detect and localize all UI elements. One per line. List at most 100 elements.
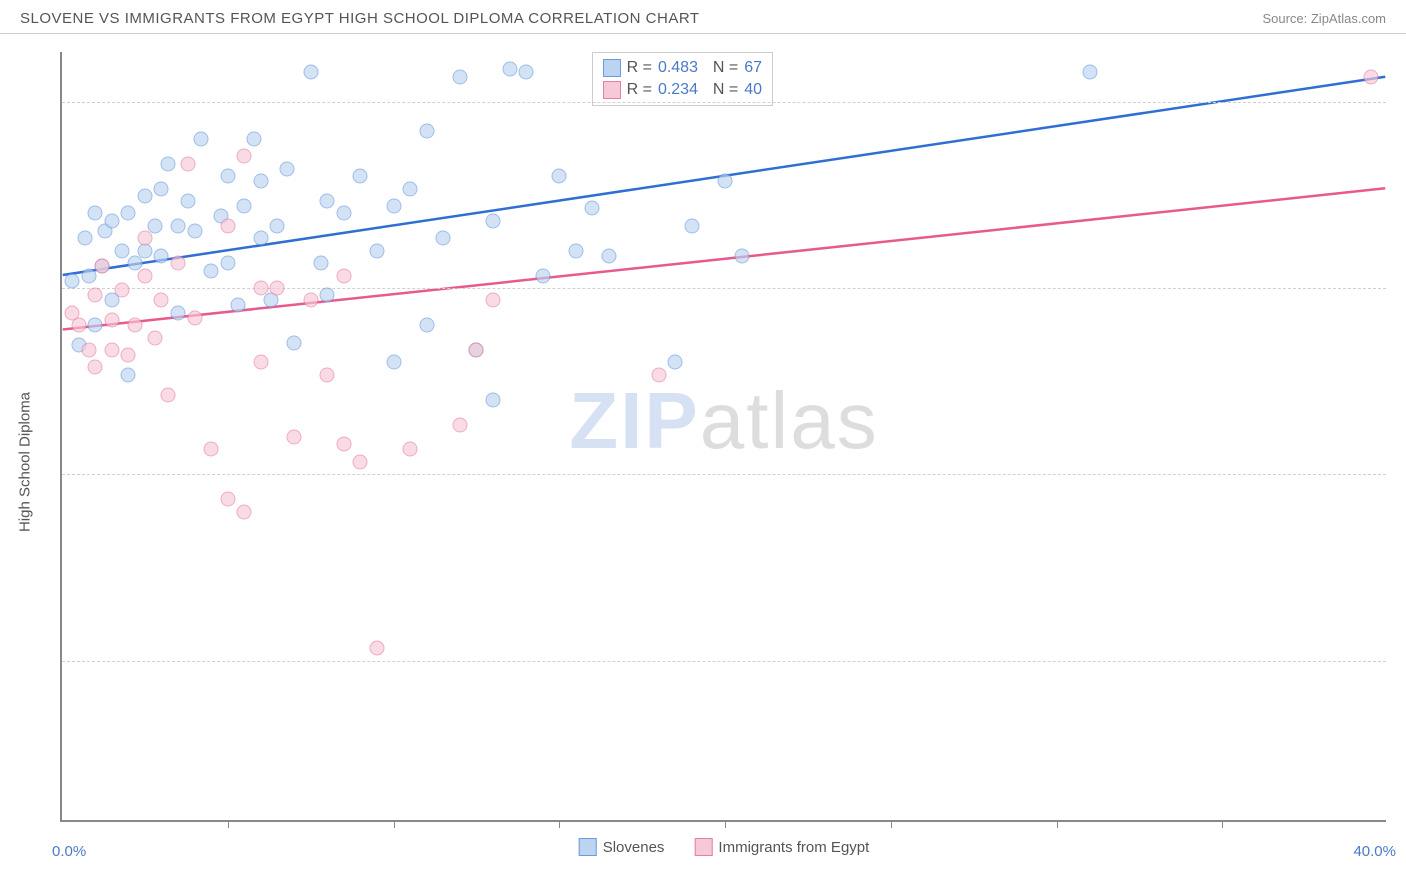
stats-row-slovenes: R = 0.483 N = 67 — [603, 57, 762, 79]
data-point — [280, 161, 295, 176]
data-point — [651, 367, 666, 382]
data-point — [320, 194, 335, 209]
x-tick-mark — [559, 820, 560, 828]
y-axis-label: High School Diploma — [17, 391, 34, 531]
data-point — [336, 206, 351, 221]
data-point — [237, 149, 252, 164]
data-point — [127, 318, 142, 333]
data-point — [485, 213, 500, 228]
r-value-egypt: 0.234 — [658, 81, 698, 99]
data-point — [71, 318, 86, 333]
data-point — [104, 343, 119, 358]
data-point — [220, 492, 235, 507]
data-point — [1082, 64, 1097, 79]
data-point — [369, 641, 384, 656]
data-point — [303, 64, 318, 79]
gridline — [62, 102, 1386, 103]
chart-title: SLOVENE VS IMMIGRANTS FROM EGYPT HIGH SC… — [20, 10, 700, 27]
data-point — [519, 64, 534, 79]
data-point — [88, 206, 103, 221]
swatch-slovenes — [603, 59, 621, 77]
data-point — [253, 231, 268, 246]
data-point — [81, 343, 96, 358]
data-point — [180, 156, 195, 171]
data-point — [187, 223, 202, 238]
legend-item-slovenes: Slovenes — [579, 838, 665, 856]
data-point — [436, 231, 451, 246]
data-point — [303, 293, 318, 308]
data-point — [161, 387, 176, 402]
data-point — [718, 174, 733, 189]
data-point — [1364, 69, 1379, 84]
data-point — [452, 417, 467, 432]
data-point — [684, 218, 699, 233]
legend-item-egypt: Immigrants from Egypt — [694, 838, 869, 856]
legend-label-egypt: Immigrants from Egypt — [718, 839, 869, 856]
data-point — [313, 256, 328, 271]
data-point — [114, 243, 129, 258]
data-point — [270, 218, 285, 233]
data-point — [88, 360, 103, 375]
chart-header: SLOVENE VS IMMIGRANTS FROM EGYPT HIGH SC… — [0, 0, 1406, 34]
data-point — [121, 206, 136, 221]
data-point — [403, 181, 418, 196]
plot-region: ZIPatlas R = 0.483 N = 67 R = 0.234 N = … — [60, 52, 1386, 822]
gridline — [62, 474, 1386, 475]
data-point — [502, 62, 517, 77]
data-point — [485, 392, 500, 407]
data-point — [369, 243, 384, 258]
data-point — [64, 273, 79, 288]
data-point — [121, 348, 136, 363]
data-point — [320, 367, 335, 382]
data-point — [668, 355, 683, 370]
data-point — [154, 248, 169, 263]
x-start-label: 0.0% — [52, 843, 86, 860]
data-point — [88, 288, 103, 303]
data-point — [353, 454, 368, 469]
data-point — [336, 437, 351, 452]
data-point — [78, 231, 93, 246]
data-point — [171, 256, 186, 271]
data-point — [121, 367, 136, 382]
data-point — [147, 218, 162, 233]
data-point — [287, 430, 302, 445]
data-point — [419, 318, 434, 333]
data-point — [287, 335, 302, 350]
legend-swatch-egypt — [694, 838, 712, 856]
data-point — [568, 243, 583, 258]
data-point — [180, 194, 195, 209]
data-point — [114, 283, 129, 298]
data-point — [237, 199, 252, 214]
gridline — [62, 661, 1386, 662]
data-point — [601, 248, 616, 263]
data-point — [137, 268, 152, 283]
data-point — [452, 69, 467, 84]
data-point — [104, 313, 119, 328]
data-point — [253, 355, 268, 370]
data-point — [137, 231, 152, 246]
data-point — [585, 201, 600, 216]
data-point — [104, 213, 119, 228]
data-point — [220, 169, 235, 184]
data-point — [204, 263, 219, 278]
data-point — [161, 156, 176, 171]
data-point — [237, 504, 252, 519]
data-point — [187, 310, 202, 325]
data-point — [552, 169, 567, 184]
data-point — [81, 268, 96, 283]
watermark: ZIPatlas — [569, 375, 878, 467]
data-point — [469, 343, 484, 358]
data-point — [194, 131, 209, 146]
data-point — [253, 280, 268, 295]
data-point — [419, 124, 434, 139]
data-point — [353, 169, 368, 184]
legend-label-slovenes: Slovenes — [603, 839, 665, 856]
x-end-label: 40.0% — [1353, 843, 1396, 860]
data-point — [171, 218, 186, 233]
x-tick-mark — [228, 820, 229, 828]
bottom-legend: Slovenes Immigrants from Egypt — [579, 838, 870, 856]
watermark-part1: ZIP — [569, 376, 699, 465]
data-point — [147, 330, 162, 345]
swatch-egypt — [603, 81, 621, 99]
data-point — [535, 268, 550, 283]
